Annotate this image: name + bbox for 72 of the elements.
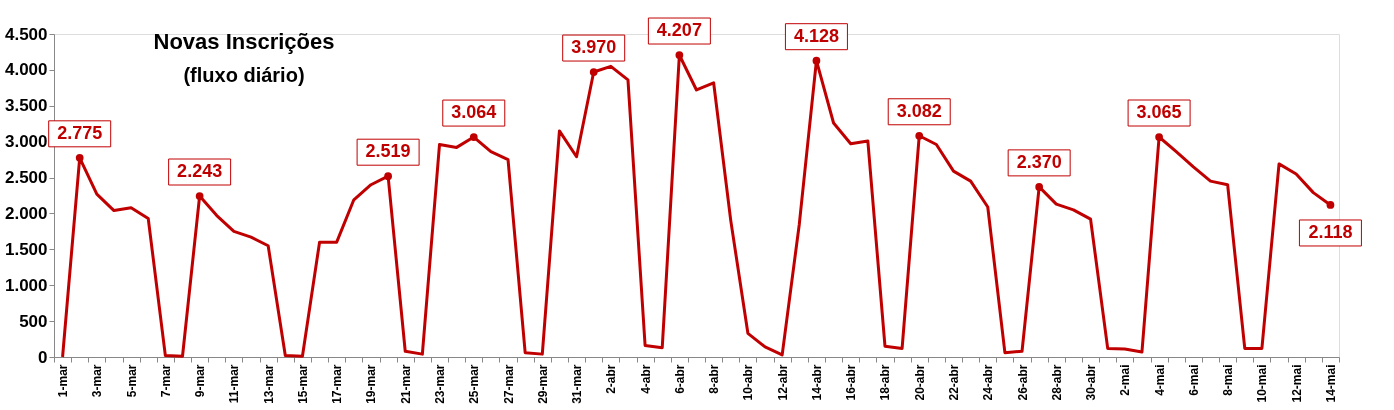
x-tick-label: 4-mai	[1152, 364, 1167, 396]
x-tick-label: 7-mar	[158, 364, 173, 398]
x-tick-label: 5-mar	[124, 364, 139, 398]
data-label: 3.064	[451, 102, 497, 123]
x-tick-label: 27-mar	[501, 364, 516, 404]
point	[675, 51, 684, 59]
x-tick-label: 31-mar	[570, 364, 585, 404]
x-tick-label: 17-mar	[330, 364, 345, 404]
y-tick-label: 1.000	[4, 275, 48, 295]
point	[1155, 133, 1163, 141]
text: (fluxo diário)	[183, 64, 305, 86]
x-tick-label: 11-mar	[227, 364, 242, 404]
data-label: 3.970	[571, 37, 617, 58]
point	[812, 56, 821, 65]
x-tick-label: 12-abr	[775, 364, 790, 401]
y-tick-label: 1.500	[4, 239, 48, 259]
x-tick-label: 26-abr	[1015, 364, 1030, 401]
x-tick-label: 6-abr	[672, 364, 687, 394]
x-tick-label: 8-mai	[1221, 364, 1236, 396]
x-tick-label: 1-mar	[56, 364, 71, 398]
y-tick-label: 2.500	[4, 168, 48, 188]
y-tick-label: 2.000	[4, 203, 48, 223]
x-tick-label: 25-mar	[467, 364, 482, 404]
point	[1326, 201, 1335, 209]
data-label: 3.082	[896, 100, 942, 121]
x-tick-label: 14-abr	[809, 364, 824, 401]
x-tick-label: 19-mar	[364, 364, 379, 404]
x-tick-label: 12-mai	[1289, 364, 1304, 403]
y-tick-label: 3.000	[4, 132, 48, 152]
y-tick-label: 500	[19, 311, 48, 331]
x-tick-label: 30-abr	[1084, 364, 1099, 401]
x-tick-label: 10-abr	[741, 364, 756, 401]
data-label: 2.118	[1308, 221, 1353, 242]
data-label: 2.370	[1016, 151, 1062, 172]
x-tick-label: 24-abr	[981, 364, 996, 401]
point	[469, 133, 478, 141]
point	[915, 131, 924, 140]
point	[384, 172, 392, 181]
x-tick-label: 4-abr	[638, 364, 653, 394]
x-tick-label: 8-abr	[707, 364, 722, 394]
point	[75, 153, 84, 162]
x-tick-label: 18-abr	[878, 364, 893, 401]
x-tick-label: 29-mar	[535, 364, 550, 404]
y-tick-label: 4.000	[4, 60, 48, 80]
point	[589, 68, 598, 76]
x-tick-label: 13-mar	[261, 364, 276, 404]
x-tick-label: 21-mar	[398, 364, 413, 404]
x-tick-label: 20-abr	[912, 364, 927, 401]
data-label: 4.207	[656, 20, 702, 41]
y-tick-label: 4.500	[4, 24, 48, 44]
x-tick-label: 23-mar	[433, 364, 447, 404]
y-tick-label: 0	[38, 347, 48, 367]
point	[1035, 183, 1044, 191]
data-label: 4.128	[793, 25, 839, 46]
x-tick-label: 6-mai	[1186, 364, 1201, 396]
chart-title: Novas Inscrições	[153, 29, 335, 54]
x-tick-label: 28-abr	[1049, 364, 1064, 401]
x-tick-label: 10-mai	[1255, 364, 1270, 403]
x-tick-label: 22-abr	[947, 364, 961, 401]
data-label: 3.065	[1136, 102, 1182, 122]
y-tick-label: 3.500	[4, 96, 48, 116]
x-tick-label: 3-mar	[90, 364, 105, 398]
data-label: 2.775	[57, 122, 103, 143]
x-tick-label: 9-mar	[193, 364, 208, 398]
x-tick-label: 16-abr	[844, 364, 859, 401]
x-tick-label: 15-mar	[295, 364, 310, 404]
point	[195, 192, 204, 200]
data-label: 2.519	[365, 141, 411, 162]
x-tick-label: 2-mai	[1118, 364, 1133, 396]
data-label: 2.243	[177, 161, 223, 181]
x-tick-label: 2-abr	[604, 364, 619, 394]
x-tick-label: 14-mai	[1323, 364, 1338, 403]
